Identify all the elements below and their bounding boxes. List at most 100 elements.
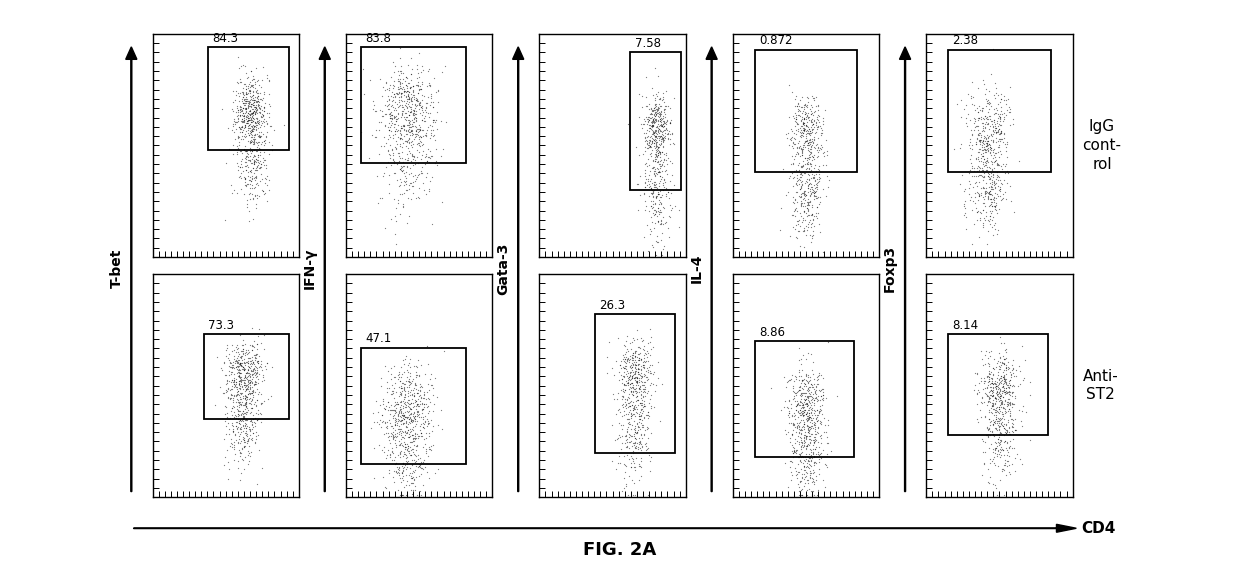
Point bbox=[247, 142, 267, 151]
Point bbox=[376, 77, 396, 86]
Point bbox=[975, 89, 994, 98]
Point bbox=[640, 399, 660, 408]
Point bbox=[784, 447, 804, 456]
Point bbox=[804, 457, 823, 466]
Point bbox=[622, 490, 642, 499]
Point bbox=[955, 209, 975, 218]
Point bbox=[804, 380, 823, 389]
Point bbox=[801, 128, 821, 137]
Point bbox=[412, 80, 432, 89]
Point bbox=[988, 389, 1008, 398]
Point bbox=[986, 127, 1006, 136]
Point bbox=[795, 420, 815, 429]
Point bbox=[383, 413, 403, 422]
Point bbox=[398, 79, 418, 88]
Point bbox=[250, 339, 270, 348]
Point bbox=[229, 383, 249, 392]
Point bbox=[396, 100, 415, 109]
Point bbox=[636, 140, 656, 149]
Point bbox=[391, 93, 410, 102]
Point bbox=[640, 120, 660, 129]
Point bbox=[415, 412, 435, 421]
Point bbox=[649, 128, 668, 137]
Point bbox=[613, 374, 632, 383]
Point bbox=[236, 123, 255, 132]
Point bbox=[238, 353, 258, 362]
Point bbox=[399, 375, 419, 384]
Point bbox=[404, 134, 424, 144]
Point bbox=[243, 116, 263, 125]
Point bbox=[372, 422, 392, 431]
Point bbox=[250, 156, 270, 165]
Point bbox=[786, 115, 806, 124]
Point bbox=[397, 451, 417, 460]
Point bbox=[797, 136, 817, 145]
Point bbox=[996, 436, 1016, 445]
Point bbox=[785, 410, 805, 419]
Point bbox=[242, 346, 262, 355]
Point bbox=[631, 453, 651, 462]
Point bbox=[389, 429, 409, 438]
Point bbox=[238, 349, 258, 358]
Point bbox=[238, 108, 258, 118]
Point bbox=[393, 428, 413, 437]
Point bbox=[1002, 418, 1022, 427]
Point bbox=[424, 116, 444, 125]
Point bbox=[241, 172, 260, 181]
Point bbox=[629, 423, 649, 432]
Point bbox=[392, 89, 412, 98]
Point bbox=[640, 182, 660, 191]
Point bbox=[226, 381, 246, 390]
Point bbox=[802, 210, 822, 219]
Point bbox=[1001, 104, 1021, 113]
Point bbox=[231, 384, 250, 393]
Point bbox=[423, 118, 443, 127]
Point bbox=[790, 452, 810, 461]
Point bbox=[249, 132, 269, 141]
Point bbox=[401, 473, 420, 482]
Point bbox=[248, 119, 268, 128]
Point bbox=[641, 401, 661, 410]
Point bbox=[386, 117, 405, 126]
Point bbox=[239, 441, 259, 450]
Point bbox=[996, 99, 1016, 108]
Point bbox=[394, 181, 414, 190]
Point bbox=[647, 211, 667, 220]
Point bbox=[229, 392, 249, 401]
Point bbox=[615, 354, 635, 363]
Point bbox=[972, 164, 992, 173]
Point bbox=[630, 424, 650, 433]
Point bbox=[1003, 399, 1023, 408]
Point bbox=[980, 188, 999, 197]
Point bbox=[239, 85, 259, 94]
Point bbox=[651, 175, 671, 184]
Point bbox=[799, 384, 818, 393]
Point bbox=[392, 490, 412, 499]
Point bbox=[636, 363, 656, 372]
Point bbox=[238, 112, 258, 121]
Point bbox=[791, 448, 811, 457]
Point bbox=[236, 394, 255, 403]
Point bbox=[983, 173, 1003, 182]
Point bbox=[397, 86, 417, 95]
Point bbox=[806, 192, 826, 201]
Point bbox=[410, 133, 430, 142]
Point bbox=[237, 85, 257, 94]
Point bbox=[642, 129, 662, 138]
Point bbox=[636, 372, 656, 381]
Point bbox=[965, 166, 985, 175]
Point bbox=[649, 373, 668, 382]
Point bbox=[241, 425, 260, 434]
Point bbox=[389, 181, 409, 190]
Point bbox=[810, 416, 830, 425]
Point bbox=[805, 424, 825, 433]
Point bbox=[619, 407, 639, 416]
Point bbox=[806, 102, 826, 111]
Point bbox=[994, 424, 1014, 433]
Point bbox=[635, 182, 655, 192]
Point bbox=[801, 450, 821, 459]
Point bbox=[253, 137, 273, 146]
Point bbox=[973, 193, 993, 202]
Point bbox=[799, 201, 818, 210]
Point bbox=[255, 189, 275, 198]
